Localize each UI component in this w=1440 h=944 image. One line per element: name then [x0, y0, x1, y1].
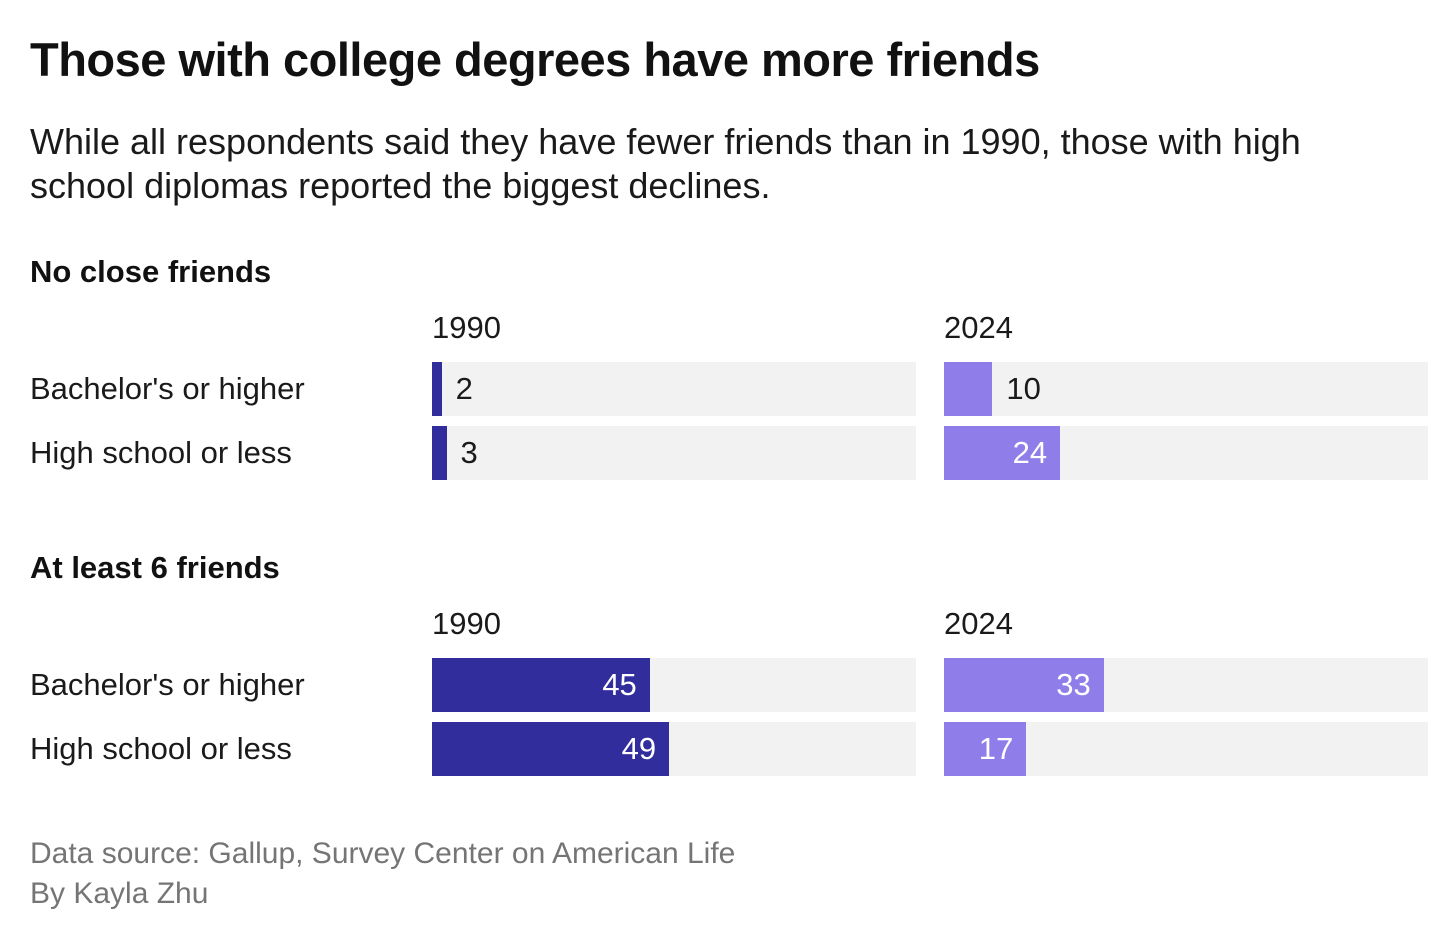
- value-label: 17: [978, 730, 1014, 766]
- bar-track-1990: 3: [432, 425, 916, 480]
- value-label: 45: [602, 666, 637, 702]
- bar-1990: 45: [432, 657, 650, 712]
- bar-track-1990: 2: [432, 361, 916, 416]
- year-header-2024: 2024: [944, 309, 1013, 345]
- value-label: 33: [1056, 666, 1091, 702]
- category-label: High school or less: [30, 730, 292, 766]
- category-label: Bachelor's or higher: [30, 370, 305, 406]
- category-label: High school or less: [30, 434, 292, 470]
- bar-track-2024: 24: [944, 425, 1428, 480]
- value-label: 3: [460, 434, 478, 470]
- bar-1990: [432, 361, 442, 416]
- year-header-2024: 2024: [944, 605, 1013, 641]
- value-label: 2: [455, 370, 473, 406]
- bar-row: Bachelor's or higher 45 33: [30, 657, 1428, 712]
- bar-track-1990: 49: [432, 721, 916, 776]
- bar-track-2024: 17: [944, 721, 1428, 776]
- data-source: Data source: Gallup, Survey Center on Am…: [30, 836, 736, 870]
- bar-2024: [944, 361, 993, 416]
- bar-track-1990: 45: [432, 657, 916, 712]
- bar-rows: Bachelor's or higher 2 10 High school or le…: [30, 361, 1428, 480]
- section-no-close-friends: No close friends 1990 2024 Bachelor's or…: [30, 253, 1428, 480]
- column-headers: 1990 2024: [30, 310, 1410, 346]
- value-label: 49: [621, 730, 657, 766]
- bar-2024: 33: [944, 657, 1104, 712]
- chart-title: Those with college degrees have more fri…: [30, 33, 1040, 86]
- section-title: No close friends: [30, 253, 272, 289]
- bar-1990: [432, 425, 447, 480]
- section-at-least-6-friends: At least 6 friends 1990 2024 Bachelor's …: [30, 549, 1428, 776]
- value-label: 24: [1012, 434, 1048, 470]
- year-header-1990: 1990: [432, 605, 501, 641]
- year-header-1990: 1990: [432, 309, 501, 345]
- chart-footer: Data source: Gallup, Survey Center on Am…: [30, 834, 1410, 914]
- value-label: 10: [1006, 370, 1041, 406]
- byline: By Kayla Zhu: [30, 876, 209, 910]
- bar-row: Bachelor's or higher 2 10: [30, 361, 1428, 416]
- bar-2024: 17: [944, 721, 1027, 776]
- bar-row: High school or less 3 24: [30, 425, 1428, 480]
- chart-subtitle: While all respondents said they have few…: [30, 120, 1301, 206]
- bar-rows: Bachelor's or higher 45 33 High school or l…: [30, 657, 1428, 776]
- bar-track-2024: 10: [944, 361, 1428, 416]
- section-title: At least 6 friends: [30, 549, 280, 585]
- bar-track-2024: 33: [944, 657, 1428, 712]
- category-label: Bachelor's or higher: [30, 666, 305, 702]
- bar-2024: 24: [944, 425, 1061, 480]
- bar-1990: 49: [432, 721, 670, 776]
- bar-row: High school or less 49 17: [30, 721, 1428, 776]
- column-headers: 1990 2024: [30, 606, 1410, 642]
